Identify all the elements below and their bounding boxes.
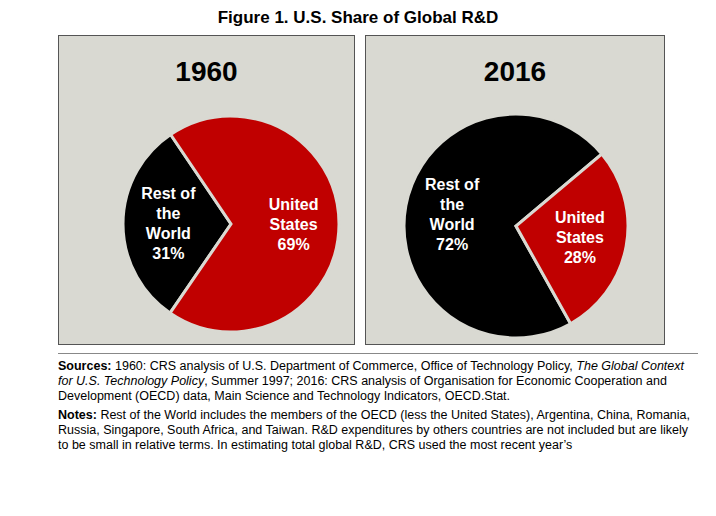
svg-text:UnitedStates69%: UnitedStates69%: [269, 196, 319, 253]
html-text:1960: 1960: [175, 56, 238, 87]
svg-text:Rest oftheWorld31%: Rest oftheWorld31%: [141, 185, 196, 262]
html-text:Sources: 1960: CRS analysis of: Sources: 1960: CRS analysis of U.S. Depa…: [58, 359, 684, 403]
html-text:Figure 1. U.S. Share of Global: Figure 1. U.S. Share of Global R&D: [217, 8, 499, 27]
html-text:Notes: Rest of the World inclu: Notes: Rest of the World includes the me…: [58, 408, 690, 452]
html-text:2016: 2016: [483, 56, 547, 87]
svg-text:UnitedStates28%: UnitedStates28%: [555, 209, 605, 266]
svg-text:Rest oftheWorld72%: Rest oftheWorld72%: [425, 176, 480, 253]
